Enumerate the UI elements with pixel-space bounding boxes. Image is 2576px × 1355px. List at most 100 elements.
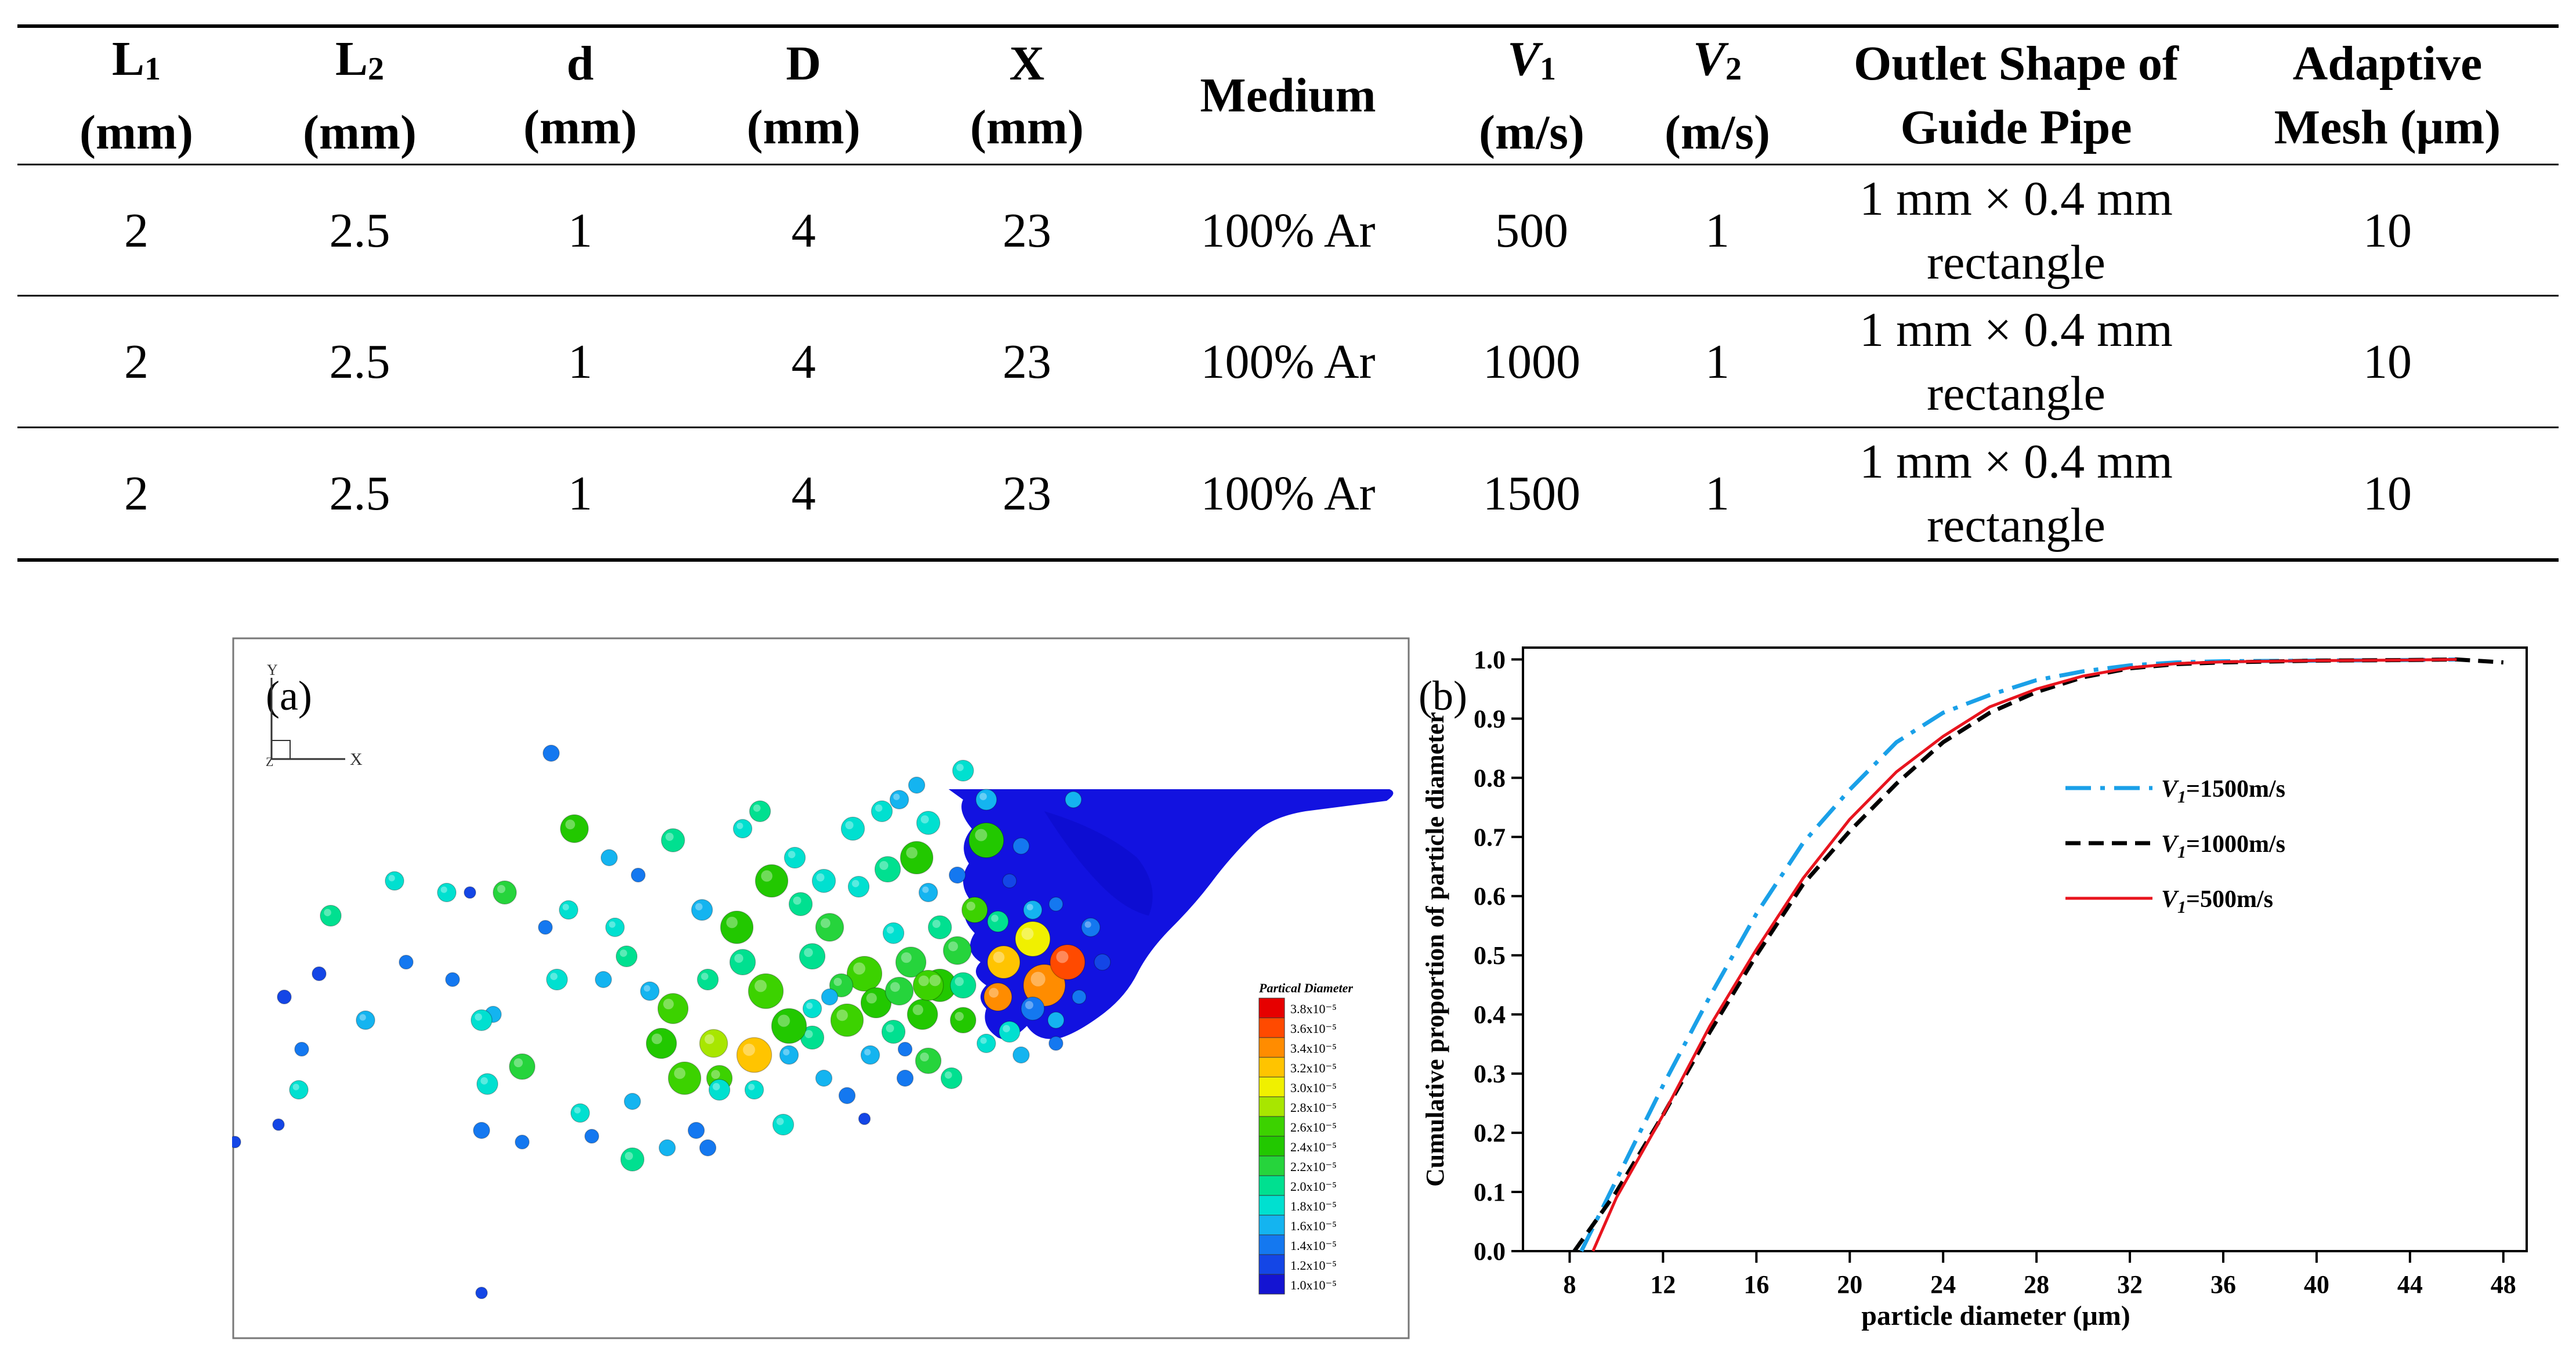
y-tick-label: 0.1: [1474, 1178, 1506, 1206]
particle: [475, 1287, 488, 1299]
particle: [976, 1034, 996, 1053]
plot-frame: [1522, 646, 2528, 1252]
particle-highlight: [497, 885, 505, 893]
table-cell: 1: [568, 335, 592, 389]
table-header-cell: Outlet Shape of Guide Pipe: [1830, 30, 2202, 161]
particle: [749, 800, 771, 822]
particle-highlight: [980, 1037, 987, 1044]
y-tick-label: 0.2: [1474, 1119, 1506, 1147]
particle: [320, 905, 342, 927]
particle: [616, 945, 638, 967]
particle: [708, 1079, 730, 1101]
particle: [1012, 837, 1030, 855]
x-tick-label: 16: [1743, 1270, 1769, 1299]
y-tick-label: 0.7: [1474, 823, 1506, 851]
particle: [688, 1122, 705, 1139]
table-header-cell: X (mm): [940, 30, 1114, 161]
legend-swatch: [1258, 1076, 1285, 1097]
particle: [943, 936, 972, 965]
particle-highlight: [945, 1071, 952, 1079]
table-row-rule: [17, 295, 2559, 297]
header-title: D: [786, 37, 822, 91]
particle: [515, 1134, 530, 1150]
table-cell: 1000: [1483, 335, 1580, 389]
table-cell: 1: [568, 467, 592, 521]
gas-plume-shape: [1044, 811, 1153, 916]
particle-highlight: [920, 1052, 929, 1062]
particle: [821, 988, 838, 1006]
legend-label: 3.0x10⁻⁵: [1290, 1081, 1337, 1095]
particle-highlight: [359, 1014, 366, 1021]
header-unit: (mm): [523, 100, 637, 154]
axis-z-label: Z: [266, 754, 273, 769]
particle-highlight: [845, 821, 853, 829]
axis-ticks: 8 12 16 20 24 28 32 36 40 44 48 0.0 0.1 0.2 0.3 0.4 0.5 0…: [1474, 645, 2516, 1299]
table-header-cell: Adaptive Mesh (μm): [2237, 30, 2538, 161]
axis-y-label: Y: [267, 662, 278, 678]
particle: [620, 1147, 645, 1172]
particle: [908, 776, 925, 794]
legend-swatch: [1258, 998, 1285, 1018]
header-title: L2: [335, 31, 385, 87]
particle: [668, 1061, 701, 1095]
particle: [385, 871, 404, 891]
particle: [975, 789, 997, 811]
particle: [356, 1010, 375, 1030]
y-tick-label: 0.0: [1474, 1237, 1506, 1266]
table-cell: 4: [791, 467, 816, 521]
particle: [559, 900, 578, 920]
particle: [232, 1136, 241, 1148]
table-cell: 2.5: [329, 204, 390, 258]
particle-highlight: [806, 1002, 813, 1009]
table-cell: 1: [568, 204, 592, 258]
table-cell: 10: [2363, 335, 2412, 389]
legend-label: 1.4x10⁻⁵: [1290, 1238, 1337, 1253]
particle: [860, 987, 892, 1018]
particle: [771, 1008, 807, 1044]
particle: [1023, 964, 1066, 1007]
particle: [605, 917, 625, 937]
y-axis-label: Cumulative proportion of particle diamet…: [1421, 712, 1449, 1187]
particle: [744, 1080, 764, 1100]
table-cell: 10: [2363, 467, 2412, 521]
legend-label: 3.6x10⁻⁵: [1290, 1021, 1337, 1036]
series-line: [1579, 657, 2457, 1252]
particle: [950, 1007, 976, 1034]
particle-highlight: [643, 985, 650, 992]
legend-swatch: [1258, 1096, 1285, 1117]
chart-series: [1572, 657, 2504, 1253]
particle: [600, 849, 618, 866]
particle: [802, 999, 822, 1018]
figure-a-frame: [232, 637, 1410, 1339]
particle-distribution-figure: (a) Y X Z Partical Diameter 3.8x10⁻⁵ 3.6x…: [232, 637, 1410, 1339]
particle: [595, 971, 612, 988]
y-tick-label: 1.0: [1474, 645, 1506, 674]
table-header-cell: L2 (mm): [273, 30, 447, 161]
particle-highlight: [893, 793, 900, 800]
y-tick-label: 0.3: [1474, 1060, 1506, 1088]
table-cell: 23: [1003, 467, 1051, 521]
x-tick-label: 36: [2210, 1270, 2236, 1299]
legend-label: 2.6x10⁻⁵: [1290, 1120, 1337, 1134]
table-cell: 4: [791, 204, 816, 258]
header-title: Medium: [1200, 68, 1376, 122]
y-tick-label: 0.4: [1474, 1000, 1506, 1029]
particle: [830, 1003, 864, 1037]
series-line: [1591, 657, 2457, 1252]
header-unit: Mesh (μm): [2274, 100, 2501, 154]
particle: [788, 892, 813, 916]
particle: [838, 1087, 856, 1104]
table-cell: 1: [1705, 335, 1730, 389]
table-cell: 10: [2363, 204, 2412, 258]
particle: [900, 841, 934, 875]
particle-highlight: [979, 793, 987, 800]
particle: [657, 993, 689, 1024]
y-tick-label: 0.8: [1474, 764, 1506, 792]
x-tick-label: 8: [1563, 1270, 1576, 1299]
particle: [882, 922, 905, 944]
particle: [640, 981, 660, 1001]
x-tick-label: 44: [2397, 1270, 2423, 1299]
legend-label: 1.8x10⁻⁵: [1290, 1199, 1337, 1213]
particle-highlight: [726, 916, 738, 928]
particle-highlight: [712, 1083, 720, 1090]
